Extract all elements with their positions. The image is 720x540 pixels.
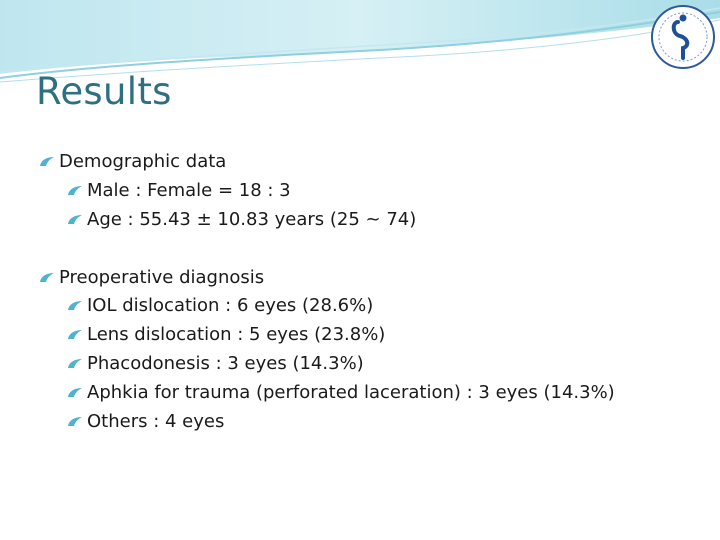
list-item: Male : Female = 18 : 3 [66, 180, 291, 202]
list-item-text: IOL dislocation : 6 eyes (28.6%) [87, 295, 374, 316]
list-item: Others : 4 eyes [66, 411, 224, 433]
section-heading-preoperative: Preoperative diagnosis [38, 267, 264, 289]
university-seal-icon [651, 5, 715, 69]
bullet-icon [38, 270, 56, 284]
bullet-icon [66, 385, 84, 399]
header-wave-decoration [0, 0, 720, 83]
list-item: Lens dislocation : 5 eyes (23.8%) [66, 324, 385, 346]
list-item-text: Lens dislocation : 5 eyes (23.8%) [87, 324, 386, 345]
list-item: Aphkia for trauma (perforated laceration… [66, 382, 615, 404]
section-heading-text: Preoperative diagnosis [59, 267, 265, 288]
list-item-text: Aphkia for trauma (perforated laceration… [87, 382, 615, 403]
bullet-icon [66, 414, 84, 428]
section-heading-text: Demographic data [59, 151, 227, 172]
list-item-text: Phacodonesis : 3 eyes (14.3%) [87, 353, 364, 374]
slide-title: Results [36, 70, 172, 113]
list-item: Age : 55.43 ± 10.83 years (25 ~ 74) [66, 209, 416, 231]
list-item-text: Others : 4 eyes [87, 411, 225, 432]
list-item-text: Age : 55.43 ± 10.83 years (25 ~ 74) [87, 209, 417, 230]
bullet-icon [38, 154, 56, 168]
bullet-icon [66, 183, 84, 197]
bullet-icon [66, 327, 84, 341]
bullet-icon [66, 356, 84, 370]
section-heading-demographic: Demographic data [38, 151, 226, 173]
list-item: IOL dislocation : 6 eyes (28.6%) [66, 295, 373, 317]
list-item-text: Male : Female = 18 : 3 [87, 180, 291, 201]
list-item: Phacodonesis : 3 eyes (14.3%) [66, 353, 364, 375]
bullet-icon [66, 298, 84, 312]
bullet-icon [66, 212, 84, 226]
